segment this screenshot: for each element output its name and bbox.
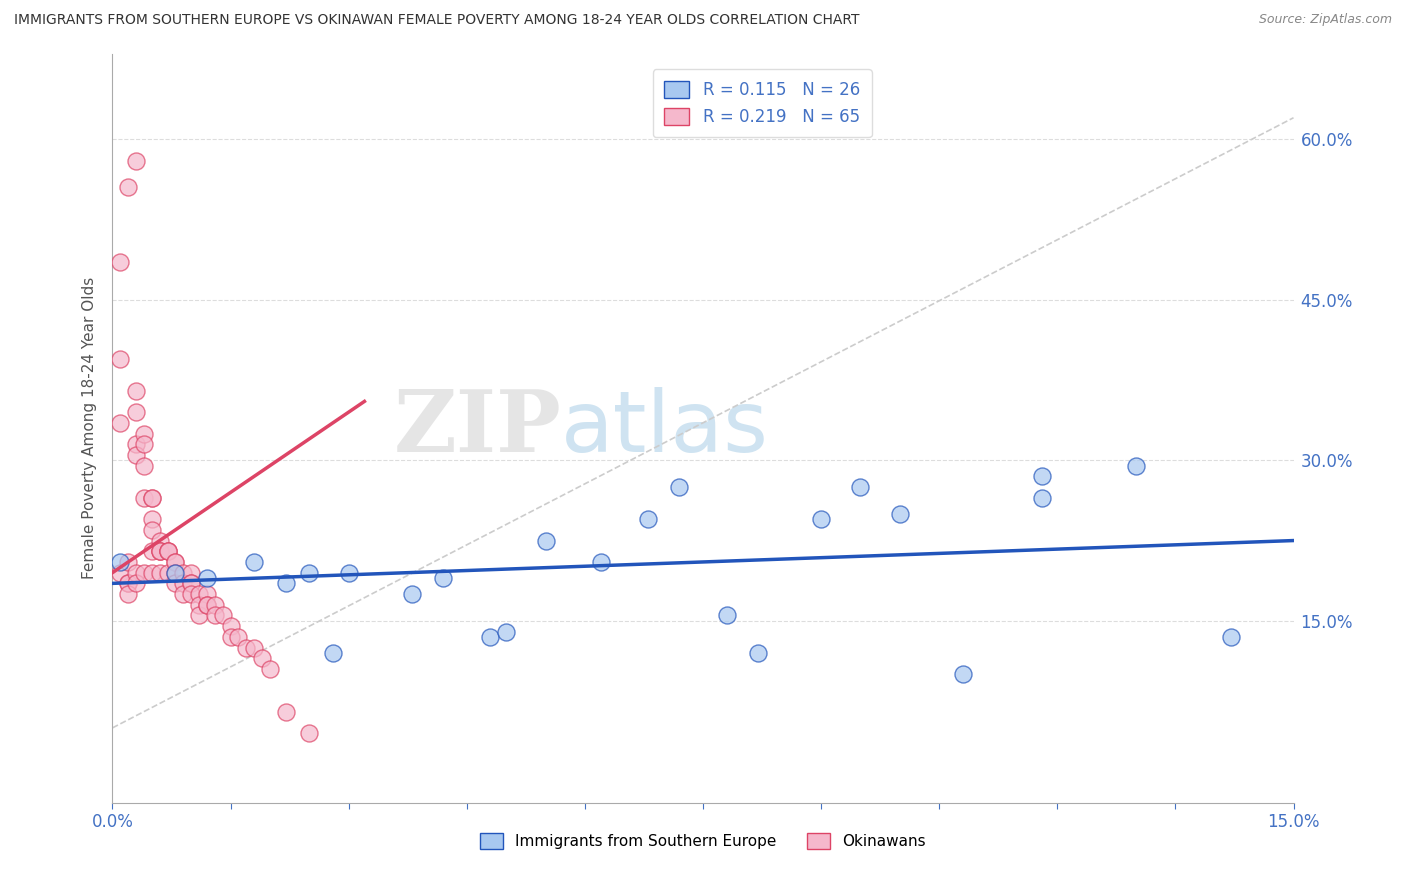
- Point: [141, 491, 163, 505]
- Point: [495, 624, 517, 639]
- Point: [125, 448, 148, 462]
- Point: [180, 587, 202, 601]
- Point: [132, 566, 155, 580]
- Text: atlas: atlas: [561, 386, 769, 470]
- Point: [125, 384, 148, 398]
- Point: [479, 630, 502, 644]
- Point: [243, 555, 266, 569]
- Point: [156, 544, 179, 558]
- Point: [132, 491, 155, 505]
- Point: [1031, 469, 1053, 483]
- Point: [141, 523, 163, 537]
- Point: [149, 544, 172, 558]
- Point: [747, 646, 769, 660]
- Y-axis label: Female Poverty Among 18-24 Year Olds: Female Poverty Among 18-24 Year Olds: [82, 277, 97, 579]
- Point: [149, 544, 172, 558]
- Point: [180, 576, 202, 591]
- Point: [165, 566, 187, 580]
- Point: [810, 512, 832, 526]
- Point: [219, 619, 242, 633]
- Point: [149, 566, 172, 580]
- Point: [1031, 491, 1053, 505]
- Point: [141, 491, 163, 505]
- Point: [165, 576, 187, 591]
- Point: [889, 507, 911, 521]
- Point: [432, 571, 454, 585]
- Point: [235, 640, 257, 655]
- Point: [117, 576, 139, 591]
- Point: [188, 598, 211, 612]
- Point: [1125, 458, 1147, 473]
- Point: [188, 587, 211, 601]
- Text: ZIP: ZIP: [394, 386, 561, 470]
- Point: [117, 180, 139, 194]
- Point: [195, 587, 218, 601]
- Point: [141, 544, 163, 558]
- Point: [668, 480, 690, 494]
- Point: [337, 566, 360, 580]
- Point: [172, 576, 194, 591]
- Point: [125, 153, 148, 168]
- Legend: Immigrants from Southern Europe, Okinawans: Immigrants from Southern Europe, Okinawa…: [474, 827, 932, 855]
- Point: [156, 566, 179, 580]
- Point: [172, 566, 194, 580]
- Point: [165, 566, 187, 580]
- Point: [274, 705, 297, 719]
- Point: [125, 437, 148, 451]
- Point: [165, 555, 187, 569]
- Point: [125, 566, 148, 580]
- Point: [298, 726, 321, 740]
- Point: [165, 555, 187, 569]
- Point: [195, 598, 218, 612]
- Point: [117, 576, 139, 591]
- Point: [110, 351, 132, 366]
- Point: [110, 416, 132, 430]
- Point: [110, 566, 132, 580]
- Point: [149, 533, 172, 548]
- Point: [195, 598, 218, 612]
- Point: [180, 576, 202, 591]
- Point: [204, 598, 226, 612]
- Point: [188, 608, 211, 623]
- Point: [132, 426, 155, 441]
- Point: [141, 566, 163, 580]
- Point: [274, 576, 297, 591]
- Point: [589, 555, 612, 569]
- Point: [125, 405, 148, 419]
- Text: IMMIGRANTS FROM SOUTHERN EUROPE VS OKINAWAN FEMALE POVERTY AMONG 18-24 YEAR OLDS: IMMIGRANTS FROM SOUTHERN EUROPE VS OKINA…: [14, 13, 859, 28]
- Point: [952, 667, 974, 681]
- Point: [228, 630, 250, 644]
- Point: [259, 662, 281, 676]
- Point: [125, 576, 148, 591]
- Point: [211, 608, 233, 623]
- Point: [849, 480, 872, 494]
- Point: [132, 458, 155, 473]
- Point: [401, 587, 423, 601]
- Point: [250, 651, 273, 665]
- Point: [141, 512, 163, 526]
- Point: [180, 566, 202, 580]
- Point: [716, 608, 738, 623]
- Text: Source: ZipAtlas.com: Source: ZipAtlas.com: [1258, 13, 1392, 27]
- Point: [534, 533, 557, 548]
- Point: [219, 630, 242, 644]
- Point: [117, 587, 139, 601]
- Point: [637, 512, 659, 526]
- Point: [1219, 630, 1241, 644]
- Point: [243, 640, 266, 655]
- Point: [204, 608, 226, 623]
- Point: [149, 544, 172, 558]
- Point: [110, 555, 132, 569]
- Point: [110, 255, 132, 269]
- Point: [156, 544, 179, 558]
- Point: [195, 571, 218, 585]
- Point: [322, 646, 344, 660]
- Point: [132, 437, 155, 451]
- Point: [298, 566, 321, 580]
- Point: [156, 544, 179, 558]
- Point: [172, 587, 194, 601]
- Point: [117, 555, 139, 569]
